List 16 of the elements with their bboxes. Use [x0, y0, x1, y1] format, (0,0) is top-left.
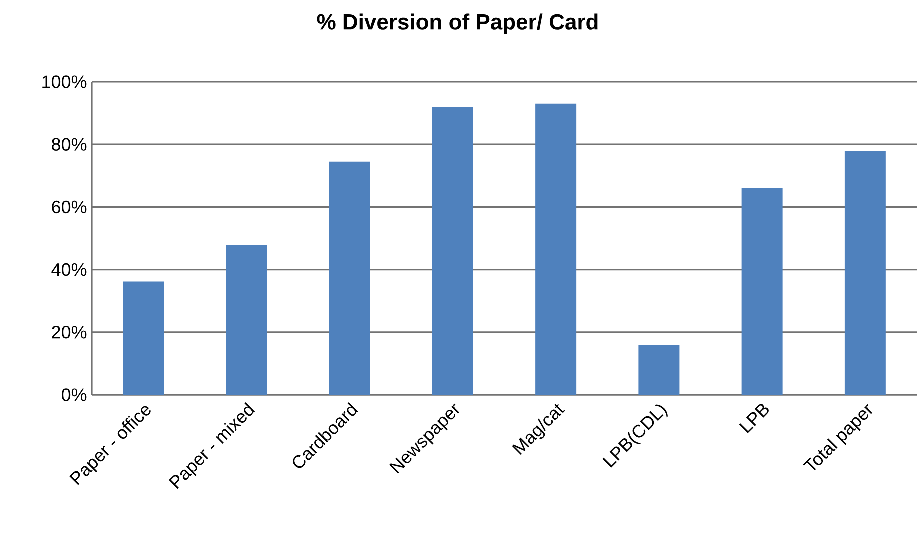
- y-tick-label: 60%: [52, 200, 87, 214]
- y-tick-label: 20%: [52, 326, 87, 339]
- bar: [742, 188, 783, 395]
- bar: [536, 104, 577, 395]
- y-tick-label: 80%: [52, 138, 87, 151]
- y-tick-label: 40%: [52, 263, 87, 276]
- bar: [432, 107, 474, 395]
- chart-title: % Diversion of Paper/ Card: [317, 14, 598, 34]
- bar: [329, 162, 370, 395]
- bar: [638, 345, 680, 395]
- bar: [226, 245, 268, 395]
- y-tick-label: 100%: [42, 76, 87, 88]
- x-tick-label: LPB: [739, 404, 769, 434]
- y-tick-label: 0%: [62, 388, 87, 402]
- bar: [844, 151, 886, 395]
- bar: [123, 282, 164, 395]
